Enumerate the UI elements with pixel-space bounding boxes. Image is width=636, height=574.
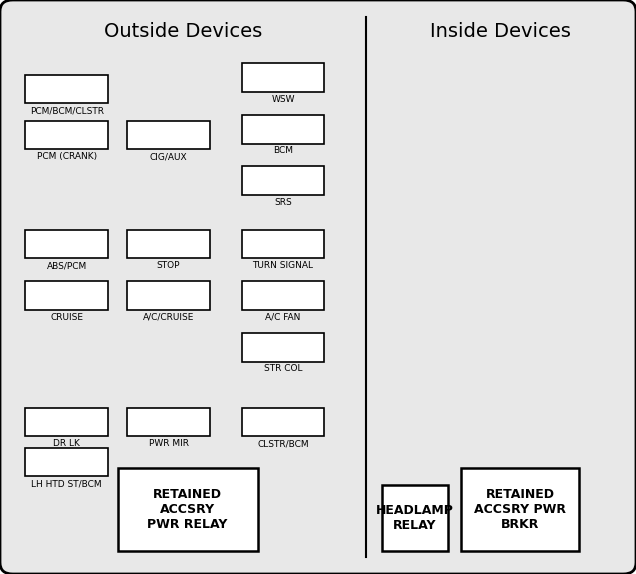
FancyBboxPatch shape [242,281,324,310]
Text: CLSTR/BCM: CLSTR/BCM [257,439,309,448]
FancyBboxPatch shape [25,75,108,103]
FancyBboxPatch shape [461,468,579,551]
Text: BCM: BCM [273,146,293,156]
Text: CIG/AUX: CIG/AUX [149,152,188,161]
FancyBboxPatch shape [25,121,108,149]
FancyBboxPatch shape [127,121,210,149]
Text: RETAINED
ACCSRY
PWR RELAY: RETAINED ACCSRY PWR RELAY [148,488,228,531]
Text: PCM (CRANK): PCM (CRANK) [37,152,97,161]
Text: SRS: SRS [274,198,292,207]
Text: ABS/PCM: ABS/PCM [46,261,87,270]
Text: STOP: STOP [157,261,180,270]
FancyBboxPatch shape [242,230,324,258]
Text: PCM/BCM/CLSTR: PCM/BCM/CLSTR [30,106,104,115]
FancyBboxPatch shape [242,408,324,436]
FancyBboxPatch shape [25,230,108,258]
FancyBboxPatch shape [242,63,324,92]
FancyBboxPatch shape [25,408,108,436]
Text: PWR MIR: PWR MIR [149,439,188,448]
Text: DR LK: DR LK [53,439,80,448]
Text: A/C FAN: A/C FAN [265,313,301,322]
Text: WSW: WSW [272,95,294,104]
FancyBboxPatch shape [242,166,324,195]
FancyBboxPatch shape [127,230,210,258]
Text: TURN SIGNAL: TURN SIGNAL [252,261,314,270]
FancyBboxPatch shape [25,448,108,476]
FancyBboxPatch shape [25,281,108,310]
Text: A/C/CRUISE: A/C/CRUISE [143,313,194,322]
Text: STR COL: STR COL [264,364,302,374]
FancyBboxPatch shape [127,408,210,436]
FancyBboxPatch shape [127,281,210,310]
FancyBboxPatch shape [242,115,324,144]
Text: CRUISE: CRUISE [50,313,83,322]
FancyBboxPatch shape [118,468,258,551]
Text: Inside Devices: Inside Devices [431,22,571,41]
Text: HEADLAMP
RELAY: HEADLAMP RELAY [376,504,454,532]
FancyBboxPatch shape [382,485,448,551]
Text: RETAINED
ACCSRY PWR
BRKR: RETAINED ACCSRY PWR BRKR [474,488,566,531]
FancyBboxPatch shape [242,333,324,362]
Text: Outside Devices: Outside Devices [104,22,262,41]
Text: LH HTD ST/BCM: LH HTD ST/BCM [31,479,102,488]
